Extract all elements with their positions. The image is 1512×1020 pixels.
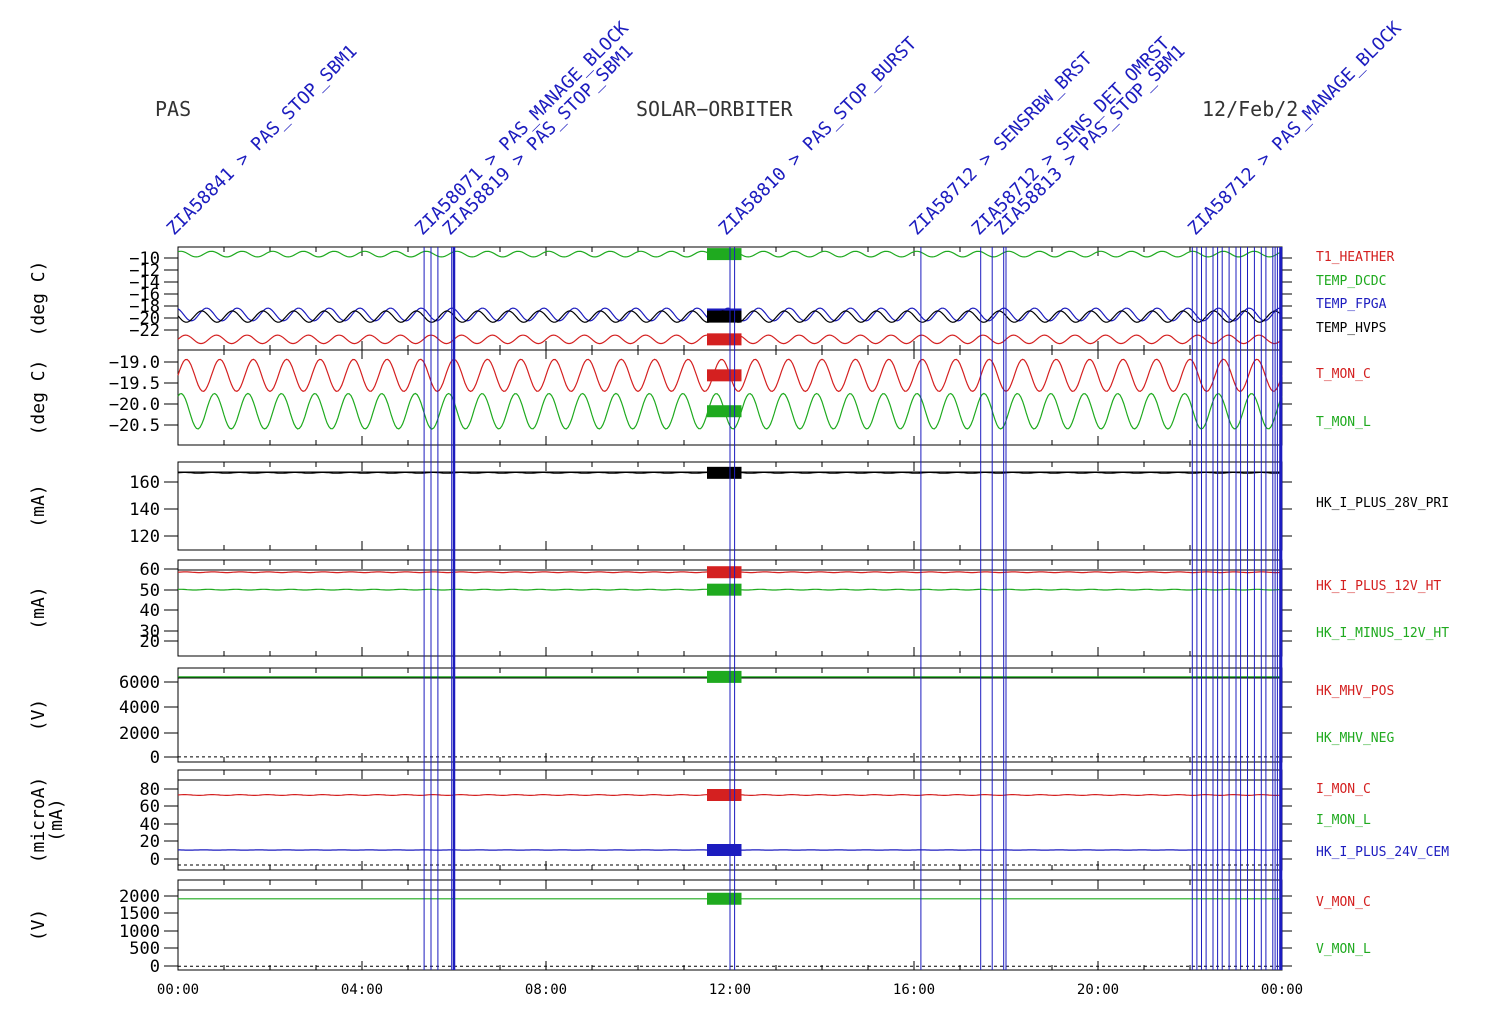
y-axis-label: (mA) <box>28 586 49 629</box>
series-burst <box>707 248 742 261</box>
series-burst <box>707 466 742 479</box>
header-center: SOLAR−ORBITER <box>636 97 793 121</box>
y-tick-label: −20.5 <box>109 416 160 436</box>
y-tick-label: 2000 <box>119 724 160 744</box>
y-tick-label: 160 <box>129 473 160 493</box>
y-tick-label: 30 <box>140 622 160 642</box>
event-annotation-layer: ZIA58841 > PAS_STOP_SBM1 ZIA58071 > PAS_M… <box>163 18 1406 240</box>
y-tick-label: −14 <box>129 273 160 293</box>
y-tick-label: 0 <box>150 850 160 870</box>
event-lines-layer <box>423 247 1283 970</box>
series-burst <box>707 333 742 346</box>
legend-label: T_MON_C <box>1316 367 1371 382</box>
y-tick-label: 2000 <box>119 887 160 907</box>
y-tick-label: 20 <box>140 632 160 652</box>
legend-label: HK_MHV_NEG <box>1316 731 1394 746</box>
legend-label: HK_I_PLUS_24V_CEM <box>1316 845 1449 860</box>
y-tick-label: 4000 <box>119 698 160 718</box>
y-tick-label: 500 <box>129 939 160 959</box>
y-axis-label: (deg C) <box>28 261 49 337</box>
legend-label: TEMP_DCDC <box>1316 274 1386 289</box>
x-tick-label: 20:00 <box>1077 982 1119 998</box>
legend-label: T1_HEATHER <box>1316 250 1394 265</box>
y-tick-label: −16 <box>129 285 160 305</box>
y-tick-label: 1500 <box>119 904 160 924</box>
series-burst <box>707 892 742 905</box>
panel-5: 6000 4000 2000 0 (V) HK_MHV_POS HK_MHV_NEG <box>28 667 1394 768</box>
y-tick-label: 60 <box>140 797 160 817</box>
y-tick-label: 40 <box>140 815 160 835</box>
legend-label: HK_MHV_POS <box>1316 684 1394 699</box>
legend-label: V_MON_L <box>1316 942 1371 957</box>
header-right: 12/Feb/2 <box>1202 97 1298 121</box>
event-label: ZIA58712 > PAS_MANAGE_BLOCK <box>1184 18 1406 240</box>
y-tick-label: −20.0 <box>109 395 160 415</box>
y-tick-label: −12 <box>129 261 160 281</box>
event-label: ZIA58813 > PAS_STOP_SBM1 <box>991 41 1190 240</box>
y-axis-label-2: (mA) <box>46 798 67 841</box>
y-tick-label: 6000 <box>119 673 160 693</box>
header-left: PAS <box>155 97 191 121</box>
x-axis: 00:00 04:00 08:00 12:00 16:00 20:00 00:00 <box>157 982 1303 998</box>
legend-label: V_MON_C <box>1316 895 1371 910</box>
y-axis-label: (microA) <box>28 777 49 864</box>
event-label: ZIA58810 > PAS_STOP_BURST <box>715 33 922 240</box>
y-tick-label: 80 <box>140 780 160 800</box>
series-burst <box>707 405 742 418</box>
x-tick-label: 00:00 <box>1261 982 1303 998</box>
y-tick-label: 1000 <box>119 922 160 942</box>
y-tick-label: 0 <box>150 957 160 977</box>
x-tick-label: 04:00 <box>341 982 383 998</box>
event-label: ZIA58819 > PAS_STOP_SBM1 <box>439 41 638 240</box>
series-burst <box>707 369 742 382</box>
y-tick-label: 120 <box>129 527 160 547</box>
series-burst <box>707 789 742 801</box>
y-axis-label: (V) <box>28 699 49 732</box>
y-tick-label: 40 <box>140 601 160 621</box>
panel-1: −10−12−14−16−18−20−22 (deg C) T1_HEATHER TE… <box>28 246 1394 351</box>
y-tick-label: −20 <box>129 309 160 329</box>
x-tick-label: 08:00 <box>525 982 567 998</box>
y-tick-label: 50 <box>140 581 160 601</box>
event-label: ZIA58071 > PAS_MANAGE_BLOCK <box>411 18 633 240</box>
legend-label: I_MON_L <box>1316 813 1371 828</box>
x-tick-label: 12:00 <box>709 982 751 998</box>
y-axis-label: (deg C) <box>28 360 49 436</box>
legend-label: I_MON_C <box>1316 782 1371 797</box>
y-tick-label: −10 <box>129 249 160 269</box>
legend-label: HK_I_PLUS_28V_PRI <box>1316 496 1449 511</box>
event-label: ZIA58841 > PAS_STOP_SBM1 <box>163 41 362 240</box>
series-burst <box>707 844 742 856</box>
series-burst <box>707 670 742 683</box>
y-axis-label: (mA) <box>28 484 49 527</box>
legend-label: HK_I_MINUS_12V_HT <box>1316 626 1449 641</box>
series-burst <box>707 583 742 596</box>
legend-label: TEMP_FPGA <box>1316 297 1387 312</box>
y-tick-label: −19.5 <box>109 374 160 394</box>
y-tick-label: −18 <box>129 297 160 317</box>
y-tick-label: 140 <box>129 500 160 520</box>
x-tick-label: 00:00 <box>157 982 199 998</box>
y-tick-label: 0 <box>150 748 160 768</box>
series-burst <box>707 566 742 579</box>
legend-label: T_MON_L <box>1316 415 1371 430</box>
legend-label: TEMP_HVPS <box>1316 321 1386 336</box>
y-tick-label: 20 <box>140 832 160 852</box>
y-tick-label: −22 <box>129 321 160 341</box>
legend-label: HK_I_PLUS_12V_HT <box>1316 579 1441 594</box>
y-tick-label: 60 <box>140 560 160 580</box>
x-tick-label: 16:00 <box>893 982 935 998</box>
y-tick-label: −19.0 <box>109 353 160 373</box>
panel-2: −19.0−19.5−20.0−20.5 (deg C) T_MON_C T_MON_… <box>28 349 1371 446</box>
series-burst <box>707 310 742 323</box>
y-axis-label: (V) <box>28 909 49 942</box>
